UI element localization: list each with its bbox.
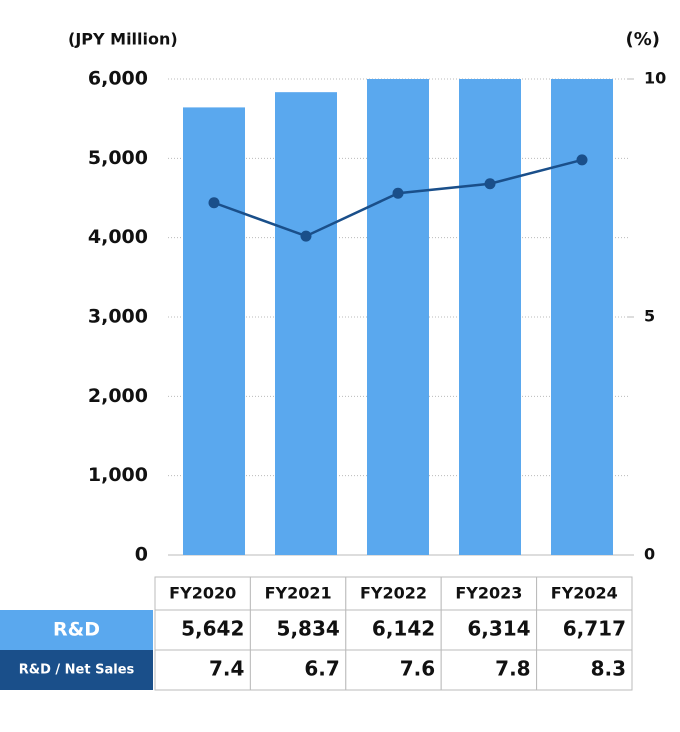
table-cell — [154, 649, 251, 691]
table-cell — [154, 576, 251, 611]
bar — [275, 92, 337, 555]
x-tick-label: FY2020 — [169, 584, 236, 603]
legend-label: R&D — [53, 619, 100, 641]
table-cell — [154, 609, 251, 651]
line-point — [576, 154, 588, 166]
x-tick-label: FY2022 — [360, 584, 427, 603]
y-axis-label: (JPY Million) — [68, 30, 178, 49]
data-label: 6,142 — [372, 617, 435, 641]
table-cell — [249, 609, 347, 651]
data-label: 7.6 — [400, 657, 435, 681]
y-tick-label: 4,000 — [88, 226, 148, 248]
table-cell — [440, 649, 538, 691]
x-tick-label: FY2023 — [455, 584, 522, 603]
data-label: 8.3 — [591, 657, 626, 681]
y-tick-label: 2,000 — [88, 385, 148, 407]
y2-tick-label: 5 — [644, 307, 655, 326]
y2-axis-label: (%) — [626, 29, 661, 50]
data-label: 7.4 — [209, 657, 244, 681]
front: 0 1,000 2,000 3,000 4,000 5,000 6,000 0 5 10 FY202… — [0, 68, 666, 691]
x-tick-label: FY2021 — [265, 584, 332, 603]
bar — [551, 79, 613, 555]
data-label: 5,642 — [181, 617, 244, 641]
table-cell — [536, 576, 633, 611]
y-tick-label: 1,000 — [88, 464, 148, 486]
table-cell — [345, 649, 442, 691]
table-cell — [440, 609, 538, 651]
bar — [367, 79, 429, 555]
y2-tick-label: 0 — [644, 545, 655, 564]
legend-swatch — [0, 650, 153, 690]
legend-label: R&D / Net Sales — [19, 663, 135, 678]
legend-swatch — [0, 610, 153, 650]
y2-tick-label: 10 — [644, 69, 666, 88]
table-cell — [536, 609, 633, 651]
data-label: 7.8 — [495, 657, 530, 681]
data-label: 6.7 — [304, 657, 339, 681]
y-tick-label: 0 — [135, 544, 148, 566]
data-label: 6,717 — [563, 617, 626, 641]
y-tick-label: 6,000 — [88, 68, 148, 90]
table-cell — [536, 649, 633, 691]
y-tick-label: 5,000 — [88, 147, 148, 169]
x-tick-label: FY2024 — [551, 584, 618, 603]
bar — [459, 79, 521, 555]
line-point — [484, 178, 496, 190]
line-point — [208, 197, 220, 209]
bars — [183, 79, 613, 555]
table-cell — [345, 576, 442, 611]
table-cell — [345, 609, 442, 651]
data-label: 6,314 — [467, 617, 530, 641]
line-point — [300, 230, 312, 242]
bar — [183, 107, 245, 555]
y-tick-label: 3,000 — [88, 306, 148, 328]
line-point — [392, 187, 404, 199]
data-label: 5,834 — [277, 617, 340, 641]
